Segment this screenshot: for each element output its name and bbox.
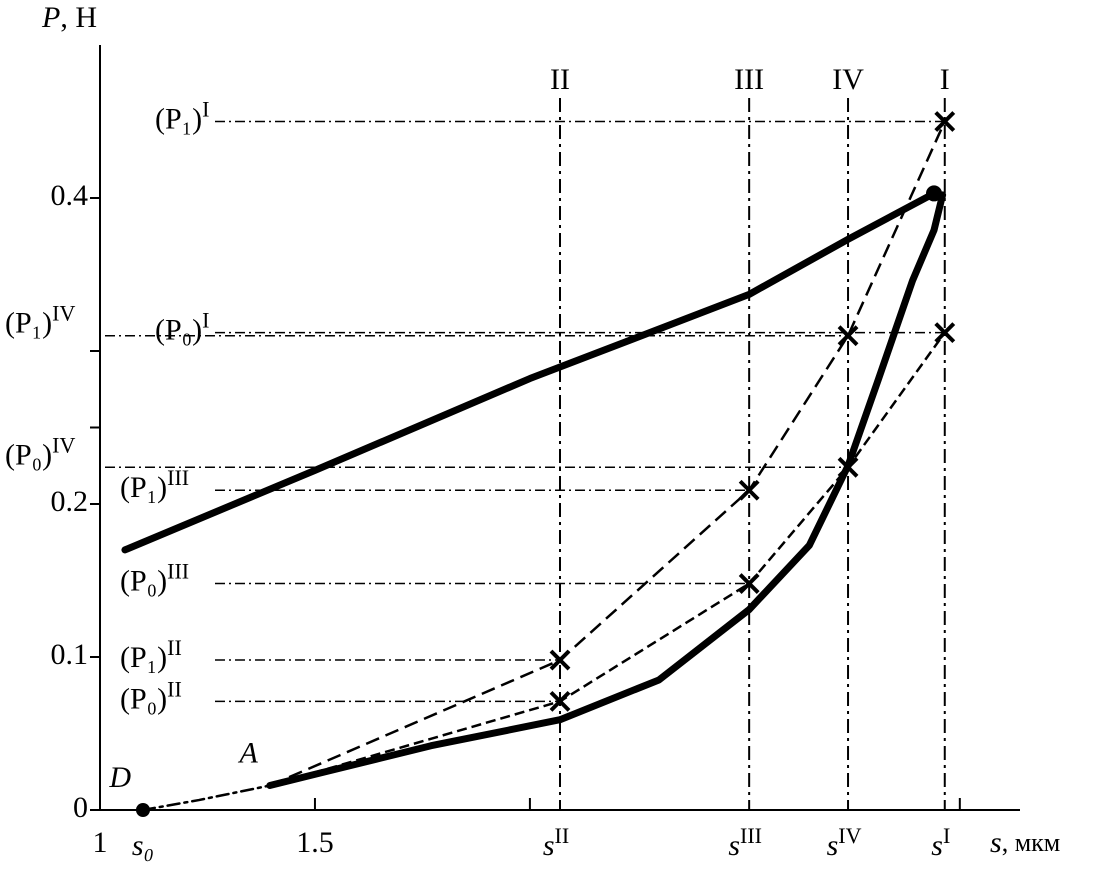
level-label: (P₀)IV (5, 432, 75, 471)
cross-marker (738, 479, 760, 501)
level-label-main: (P₁) (5, 307, 52, 340)
cross-marker (837, 456, 859, 478)
cross-marker (549, 649, 571, 671)
section-s-label-sup: I (943, 823, 950, 848)
cross-stroke (549, 649, 571, 671)
cross-stroke (837, 325, 859, 347)
end-dot (926, 185, 943, 202)
section-s-label-main: s (543, 829, 555, 862)
section-s-label: sI (931, 823, 950, 862)
cross-stroke (738, 573, 760, 594)
level-label-sup: IV (52, 301, 75, 326)
level-label-main: (P₀) (155, 314, 202, 347)
section-s-label-sup: III (740, 823, 762, 848)
cross-stroke (738, 479, 760, 501)
curve (121, 189, 938, 554)
x-symbol: s (990, 826, 1002, 859)
x-unit: , мкм (1002, 828, 1061, 857)
level-label: (P₁)IV (5, 301, 75, 340)
fit-curve (269, 331, 946, 787)
level-label-sup: II (167, 635, 182, 660)
level-label: (P₁)III (120, 465, 189, 504)
y-unit: , Н (60, 1, 97, 34)
cross-stroke (934, 111, 956, 132)
cross-marker (934, 111, 956, 132)
y-symbol: P (41, 1, 60, 34)
section-name: IV (832, 63, 864, 96)
section-s-label: sII (543, 823, 569, 862)
fit-curve (269, 120, 946, 787)
section-s-label-sup: II (555, 823, 570, 848)
cross-marker (837, 325, 859, 347)
level-label-main: (P₀) (5, 438, 52, 471)
curve (266, 191, 947, 790)
cross-stroke (934, 322, 956, 344)
level-label-main: (P₀) (120, 682, 167, 715)
x-tick-label: 1.5 (296, 826, 334, 859)
level-label: (P₀)II (120, 676, 182, 715)
level-label-sup: IV (52, 432, 75, 457)
cross-marker (934, 322, 956, 344)
cross-marker (738, 573, 760, 594)
point-x-label: s₀ (132, 829, 154, 862)
section-s-label-sup: IV (838, 823, 861, 848)
level-label-sup: II (167, 676, 182, 701)
section-s-label-main: s (728, 829, 740, 862)
section-s-label: sIV (827, 823, 862, 862)
level-label: (P₁)I (155, 97, 209, 136)
y-tick-label: 0.4 (51, 179, 89, 212)
cross-stroke (837, 456, 859, 478)
level-label-main: (P₁) (120, 471, 167, 504)
y-axis-label: P, Н (41, 1, 97, 34)
curve (141, 784, 272, 812)
level-label-sup: III (167, 559, 189, 584)
level-label: (P₀)III (120, 559, 189, 598)
section-name: II (550, 63, 570, 96)
level-label-main: (P₁) (155, 102, 202, 135)
y-tick-label: 0.2 (51, 485, 89, 518)
section-s-label: sIII (728, 823, 762, 862)
x-axis-label: s, мкм (990, 826, 1060, 859)
y-tick-label: 0 (73, 791, 88, 824)
cross-stroke (549, 690, 571, 712)
section-s-label-main: s (827, 829, 839, 862)
section-name: III (734, 63, 764, 96)
level-label-sup: I (202, 97, 209, 122)
cross-marker (549, 690, 571, 712)
level-label-sup: I (202, 308, 209, 333)
level-label: (P₁)II (120, 635, 182, 674)
level-label-main: (P₁) (120, 641, 167, 674)
y-tick-label: 0.1 (51, 638, 89, 671)
point-label: A (237, 736, 258, 769)
level-label-main: (P₀) (120, 564, 167, 597)
point-label: D (108, 761, 131, 794)
point-dot (135, 803, 150, 817)
section-s-label-main: s (931, 829, 943, 862)
level-label-sup: III (167, 465, 189, 490)
section-name: I (940, 63, 950, 96)
level-label: (P₀)I (155, 308, 209, 347)
x-tick-label: 1 (93, 826, 108, 859)
